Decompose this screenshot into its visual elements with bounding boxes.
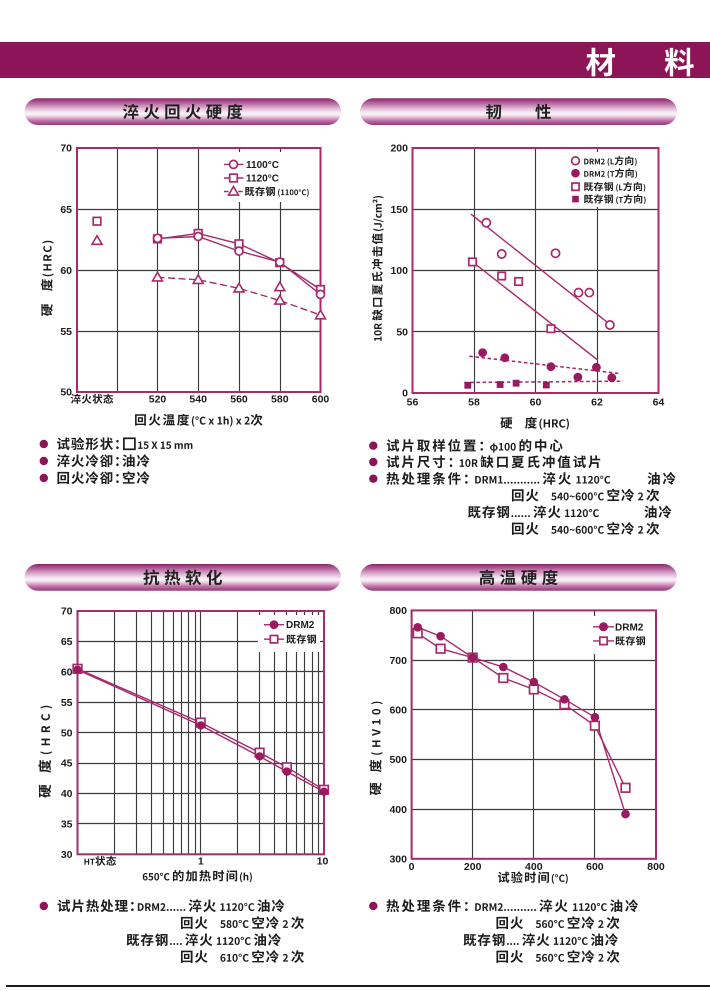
svg-text:60: 60 (60, 265, 72, 277)
svg-text:540: 540 (189, 394, 207, 406)
svg-text:0: 0 (409, 861, 415, 873)
svg-text:100: 100 (390, 265, 408, 277)
svg-text:35: 35 (61, 819, 73, 831)
svg-text:580: 580 (271, 394, 289, 406)
svg-text:65: 65 (60, 204, 72, 216)
svg-text:55: 55 (60, 326, 72, 338)
svg-text:800: 800 (389, 605, 407, 617)
svg-text:500: 500 (389, 754, 407, 766)
svg-text:1120°C: 1120°C (246, 174, 279, 185)
svg-text:300: 300 (389, 854, 407, 866)
svg-text:DRM2: DRM2 (286, 620, 315, 631)
svg-text:150: 150 (390, 204, 408, 216)
svg-text:0: 0 (402, 388, 408, 400)
svg-text:65: 65 (61, 636, 73, 648)
svg-text:600: 600 (389, 705, 407, 717)
svg-text:400: 400 (525, 861, 543, 873)
svg-text:70: 70 (60, 143, 72, 155)
svg-text:200: 200 (390, 143, 408, 155)
svg-text:560: 560 (230, 394, 248, 406)
svg-text:600: 600 (586, 861, 604, 873)
svg-text:700: 700 (389, 655, 407, 667)
svg-text:50: 50 (61, 727, 73, 739)
svg-text:50: 50 (396, 326, 408, 338)
svg-text:45: 45 (61, 758, 73, 770)
svg-text:1100°C: 1100°C (246, 160, 279, 171)
svg-text:600: 600 (312, 394, 330, 406)
svg-text:55: 55 (61, 697, 73, 709)
svg-text:50: 50 (60, 387, 72, 399)
svg-text:800: 800 (647, 861, 665, 873)
svg-text:58: 58 (468, 397, 480, 409)
svg-text:60: 60 (530, 397, 542, 409)
svg-text:520: 520 (149, 394, 167, 406)
svg-text:10: 10 (317, 856, 329, 868)
svg-text:1: 1 (198, 856, 204, 868)
svg-text:64: 64 (653, 397, 665, 409)
svg-text:40: 40 (61, 788, 73, 800)
svg-text:60: 60 (61, 667, 73, 679)
svg-text:30: 30 (61, 849, 73, 861)
svg-text:70: 70 (61, 606, 73, 618)
svg-text:DRM2: DRM2 (615, 622, 644, 633)
svg-text:56: 56 (407, 397, 419, 409)
svg-text:62: 62 (591, 397, 603, 409)
svg-text:400: 400 (389, 804, 407, 816)
svg-text:200: 200 (464, 861, 482, 873)
